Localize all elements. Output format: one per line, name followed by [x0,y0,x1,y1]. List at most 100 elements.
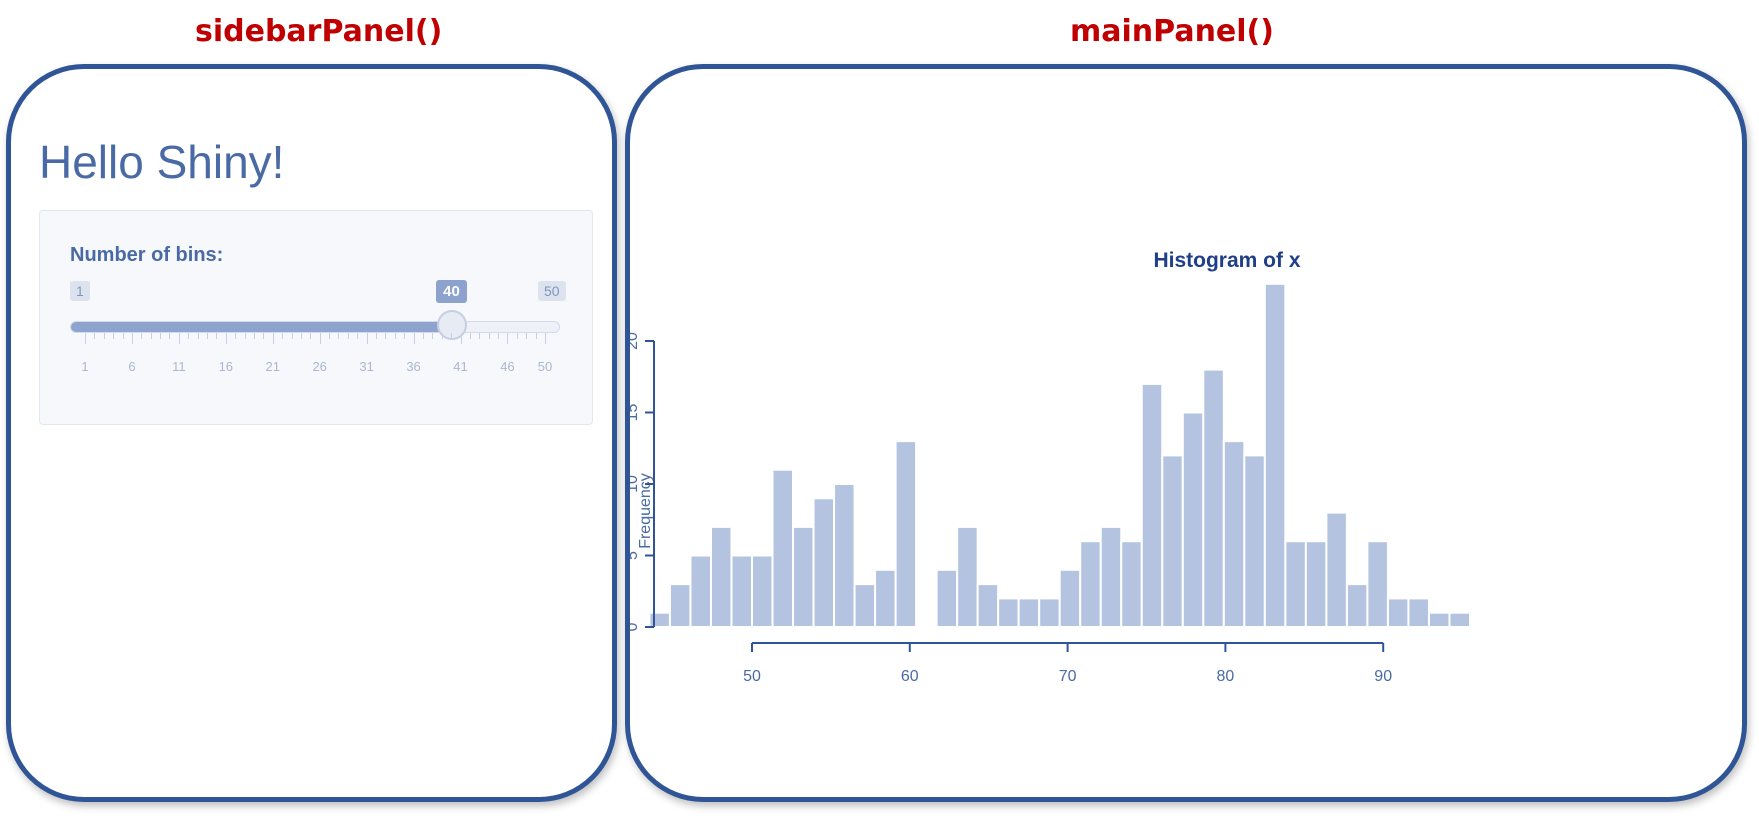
histogram-bar [1058,568,1082,628]
y-tick-label: 10 [630,475,641,493]
slider-tick [376,333,378,339]
slider-tick [347,333,349,339]
histogram-bar [1202,368,1225,628]
histogram-bar [709,525,733,628]
histogram-bar [1017,597,1041,629]
slider-tick [225,333,227,344]
x-tick-label: 60 [901,668,919,685]
slider-tick [85,333,86,344]
histogram-bar [976,583,1000,628]
slider-grid: 1 6 11 16 21 26 31 36 41 46 50 [70,333,560,374]
slider-tick-label: 36 [406,359,421,374]
slider-tick [178,333,180,344]
slider-tick-label: 21 [265,359,280,374]
slider-tick [404,333,406,339]
histogram-bar [1181,411,1205,628]
histogram-bar [648,611,671,629]
slider-tick [394,333,396,339]
slider-tick [103,333,105,339]
slider-tick [451,333,453,339]
x-tick-label: 70 [1059,668,1077,685]
slider-tick-label: 26 [312,359,327,374]
y-tick-label: 5 [630,551,641,560]
slider-tick-label: 16 [218,359,234,374]
histogram-bar [1079,540,1102,629]
slider-tick [507,333,509,344]
slider-tick [253,333,255,339]
slider-tick [338,333,340,339]
slider-tick [432,333,434,339]
slider-tick [188,333,190,339]
histogram-bar [1222,440,1246,628]
slider-tick-label: 31 [359,359,374,374]
app-title: Hello Shiny! [39,136,285,188]
slider-tick [319,333,321,344]
y-tick-label: 15 [630,404,641,422]
y-axis-label: Frequency [637,473,654,549]
slider-tick [366,333,368,344]
slider-tick [282,333,284,339]
slider-tick [244,333,246,339]
slider-tick [300,333,302,339]
slider-tick [310,333,312,339]
histogram-bar [1284,540,1307,629]
slider-tick [272,333,274,344]
histogram-bar [812,497,836,628]
slider-tick [413,333,415,344]
histogram-bar [668,583,692,628]
slider-tick [357,333,359,339]
histogram-bar [874,568,897,628]
slider-tick [479,333,481,339]
histogram-bar [894,440,918,628]
slider-tick [535,333,537,339]
histogram-bar [1038,597,1061,629]
x-tick-label: 80 [1217,668,1235,685]
slider-tick [216,333,218,339]
main-panel-caption: mainPanel() [1070,14,1274,49]
histogram-bar [833,483,856,628]
slider-tick [113,333,115,339]
slider-tick [469,333,471,339]
histogram-bar [1366,540,1389,629]
bins-slider-track[interactable] [70,310,560,340]
main-panel: Histogram of x Frequency 0 5 10 15 20 50 60 70 8… [625,64,1747,802]
histogram-bar [956,525,979,628]
histogram-plot: Histogram of x Frequency 0 5 10 15 20 50 60 70 8… [630,249,1471,685]
slider-tick [498,333,500,339]
slider-tick [291,333,293,339]
slider-tick [197,333,199,339]
histogram-bar [1386,597,1410,629]
slider-tick [460,333,462,344]
histogram-bar [1243,454,1266,628]
slider-tick [169,333,171,339]
histogram-bar [792,525,815,628]
slider-tick [526,333,528,339]
slider-tick [94,333,96,339]
slider-label: Number of bins: [70,244,224,266]
slider-tick [235,333,237,339]
histogram-bar [1407,597,1430,629]
slider-tick [422,333,424,339]
slider-tick [122,333,124,339]
chart-title: Histogram of x [1153,249,1300,272]
slider-value-badge: 40 [436,280,467,303]
histogram-bar [1345,583,1369,628]
slider-fill [71,322,453,332]
slider-tick [488,333,490,339]
sidebar-panel-caption: sidebarPanel() [195,14,443,49]
x-tick-label: 90 [1374,668,1392,685]
y-tick-label: 20 [630,332,641,350]
histogram-bar [730,554,753,628]
slider-tick [545,333,546,344]
histogram-bar [771,468,795,629]
slider-tick [385,333,387,339]
slider-tick [207,333,209,339]
slider-tick [141,333,143,339]
histogram-bar [935,568,959,628]
histogram-bar [1140,382,1164,628]
slider-tick [263,333,265,339]
slider-max-badge: 50 [538,281,566,301]
histogram-bar [1427,611,1451,629]
x-tick-label: 50 [743,668,761,685]
